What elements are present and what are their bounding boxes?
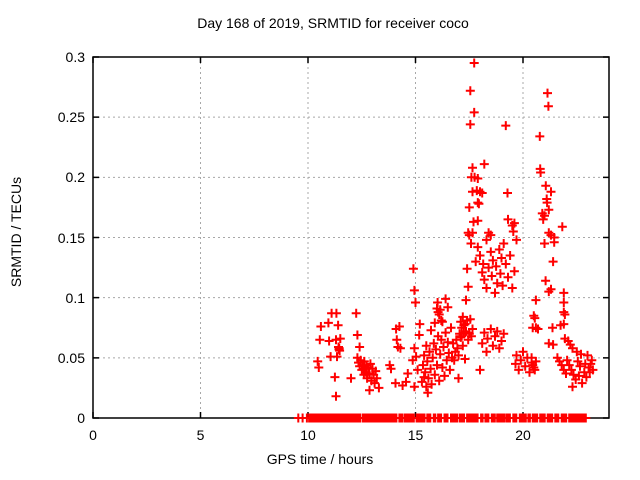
data-point-markers: [293, 58, 598, 423]
x-tick-label: 15: [407, 427, 424, 443]
x-tick-label: 20: [515, 427, 531, 443]
y-tick-label: 0.25: [57, 109, 85, 126]
y-tick-label: 0.05: [57, 349, 85, 366]
y-tick-label: 0.15: [57, 229, 85, 246]
y-tick-label: 0.2: [65, 169, 85, 186]
x-tick-label: 5: [196, 427, 205, 443]
chart-title: Day 168 of 2019, SRMTID for receiver coc…: [197, 15, 469, 31]
x-tick-label: 0: [89, 427, 97, 443]
y-tick-label: 0.3: [65, 49, 85, 65]
x-axis-label: GPS time / hours: [266, 451, 374, 467]
y-tick-label: 0: [77, 410, 85, 426]
y-tick-label: 0.1: [65, 289, 85, 306]
x-tick-label: 10: [300, 427, 316, 443]
